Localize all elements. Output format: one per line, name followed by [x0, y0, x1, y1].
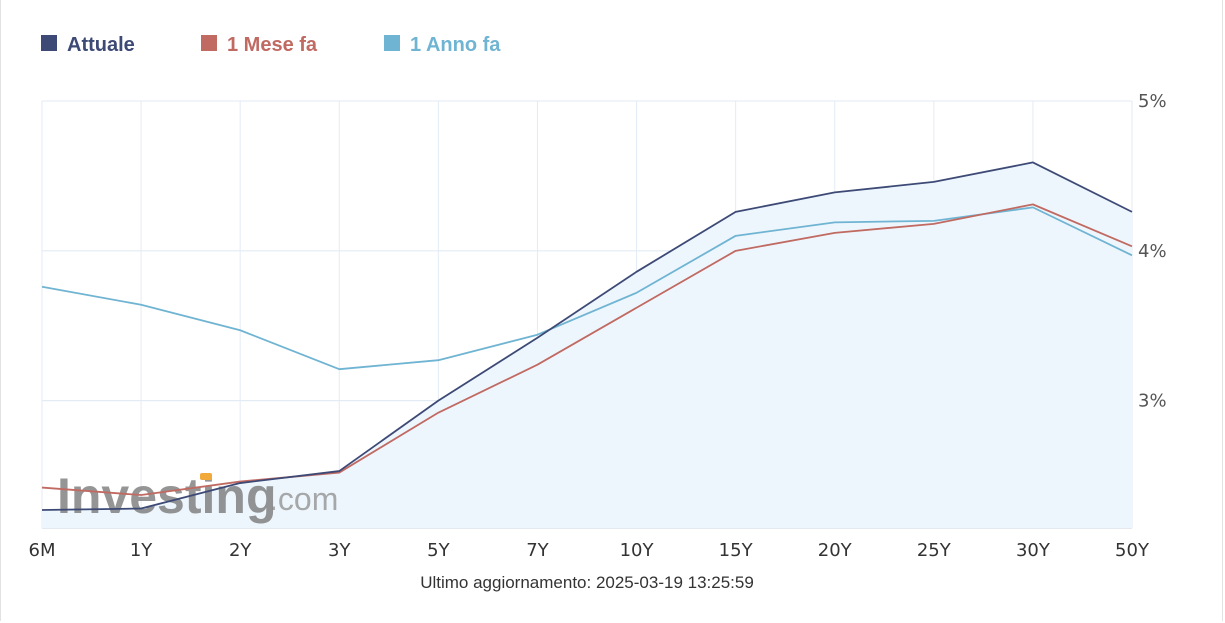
x-tick-label: 10Y [620, 540, 655, 561]
x-tick-label: 1Y [130, 540, 153, 561]
watermark-accent [200, 473, 212, 480]
y-axis-ticks: 3% 4% 5% [1138, 91, 1167, 412]
x-tick-label: 50Y [1115, 540, 1150, 561]
x-axis-ticks: 6M 1Y 2Y 3Y 5Y 7Y 10Y 15Y 20Y 25Y 30Y 50Y [29, 540, 1150, 561]
legend-swatch-attuale [41, 35, 57, 51]
x-tick-label: 25Y [917, 540, 952, 561]
watermark-brand: Investing [57, 468, 276, 524]
y-tick-label: 3% [1138, 391, 1167, 412]
watermark-suffix: .com [269, 481, 338, 517]
watermark: Investing .com [57, 468, 338, 524]
x-tick-label: 5Y [427, 540, 450, 561]
legend-label-1-mese-fa: 1 Mese fa [227, 34, 318, 56]
series-line-attuale [41, 161, 1133, 511]
legend-swatch-1-anno-fa [384, 35, 400, 51]
series-lines [41, 161, 1133, 511]
x-tick-label: 30Y [1016, 540, 1051, 561]
x-tick-label: 15Y [719, 540, 754, 561]
x-tick-label: 20Y [818, 540, 853, 561]
series-line-1-mese-fa [41, 203, 1133, 496]
y-tick-label: 4% [1138, 241, 1167, 262]
legend-swatch-1-mese-fa [201, 35, 217, 51]
series-line-1-anno-fa [41, 206, 1133, 371]
area-fill-path [42, 162, 1132, 528]
x-tick-label: 2Y [229, 540, 252, 561]
x-tick-label: 7Y [526, 540, 549, 561]
x-tick-label: 3Y [328, 540, 351, 561]
x-tick-label: 6M [29, 540, 56, 561]
legend-label-1-anno-fa: 1 Anno fa [410, 34, 501, 56]
legend: Attuale 1 Mese fa 1 Anno fa [41, 34, 501, 56]
last-updated-label: Ultimo aggiornamento: 2025-03-19 13:25:5… [420, 573, 754, 592]
area-fill [42, 162, 1132, 528]
legend-label-attuale: Attuale [67, 34, 135, 56]
y-tick-label: 5% [1138, 91, 1167, 112]
